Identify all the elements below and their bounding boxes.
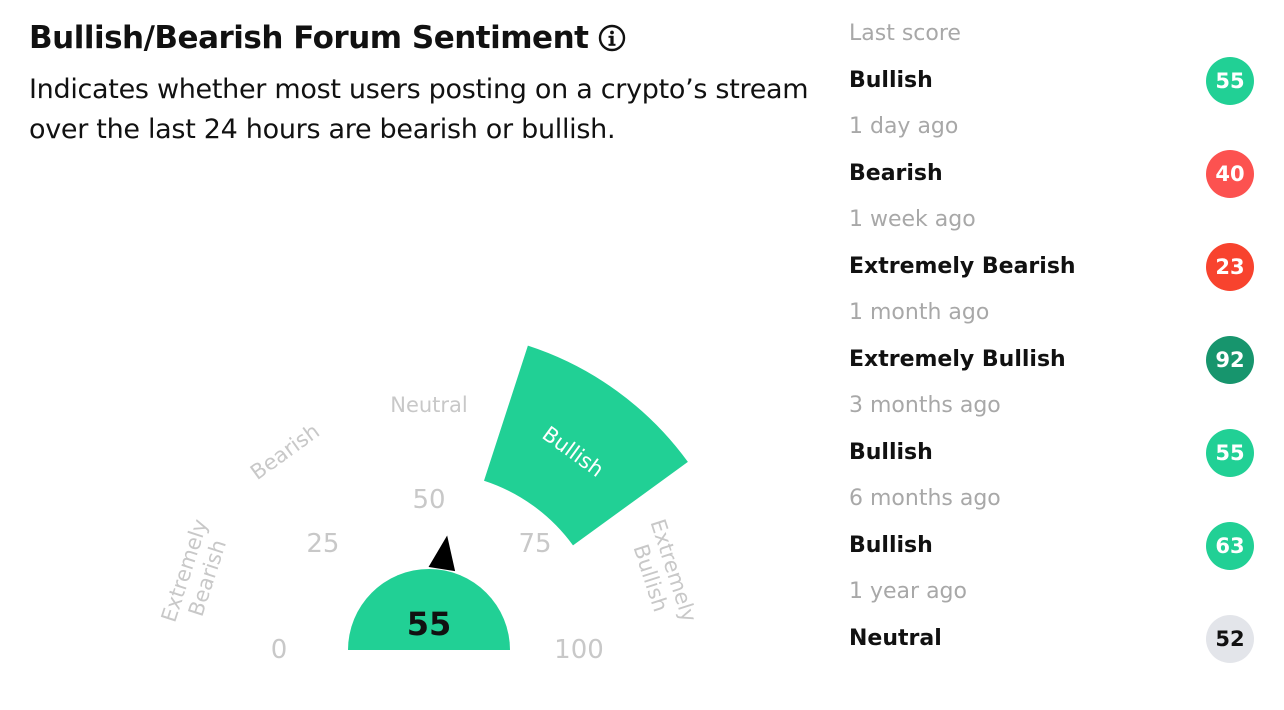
active-zone-segment (484, 345, 688, 546)
score-history-list: Last score Bullish 55 1 day ago Bearish 40 1 w… (849, 17, 1254, 668)
history-label: Bullish (849, 440, 933, 465)
score-badge: 55 (1206, 428, 1254, 477)
score-history: Last score Bullish 55 1 day ago Bearish 40 1 w… (849, 17, 1254, 668)
score-badge: 40 (1206, 149, 1254, 198)
zone-label-line: Neutral (390, 393, 468, 417)
gauge-value: 55 (407, 605, 452, 643)
score-badge: 52 (1206, 614, 1254, 663)
gauge-tick-label: 75 (519, 529, 552, 559)
zone-label: ExtremelyBullish (623, 516, 702, 632)
history-row: Bullish 55 (849, 423, 1254, 482)
widget-title: Bullish/Bearish Forum Sentiment (29, 20, 589, 56)
history-period: 3 months ago (849, 393, 1001, 418)
widget-subtitle: Indicates whether most users posting on … (29, 74, 809, 145)
gauge-hub (348, 569, 510, 650)
score-badge: 23 (1206, 242, 1254, 291)
history-label: Bearish (849, 161, 943, 186)
history-period: 6 months ago (849, 486, 1001, 511)
gauge-tick-label: 25 (306, 529, 339, 559)
zone-label: ExtremelyBearish (157, 516, 236, 632)
history-row: Bearish 40 (849, 144, 1254, 203)
history-row: Extremely Bearish 23 (849, 237, 1254, 296)
history-label: Extremely Bullish (849, 347, 1066, 372)
zone-label: Neutral (390, 393, 468, 417)
history-row: Extremely Bullish 92 (849, 330, 1254, 389)
gauge-tick-label: 50 (412, 485, 445, 515)
history-period: 1 day ago (849, 114, 959, 139)
score-badge: 55 (1206, 56, 1254, 105)
history-row: Bullish 63 (849, 516, 1254, 575)
history-label: Bullish (849, 533, 933, 558)
score-badge: 63 (1206, 521, 1254, 570)
history-row: Neutral 52 (849, 609, 1254, 668)
history-label: Extremely Bearish (849, 254, 1076, 279)
history-period: Last score (849, 21, 961, 46)
history-row: Bullish 55 (849, 51, 1254, 110)
widget-header: Bullish/Bearish Forum Sentiment (29, 20, 626, 56)
sentiment-gauge: ExtremelyBearishBearishNeutralBullishExt… (157, 345, 702, 665)
history-label: Bullish (849, 68, 933, 93)
gauge-tick-label: 100 (554, 635, 604, 665)
history-period: 1 year ago (849, 579, 967, 604)
gauge-needle (424, 529, 459, 575)
gauge-tick-label: 0 (271, 635, 288, 665)
zone-label: Bearish (246, 419, 324, 485)
history-period: 1 month ago (849, 300, 990, 325)
history-label: Neutral (849, 626, 942, 651)
info-icon[interactable] (598, 24, 626, 52)
zone-label-line: Bearish (246, 419, 324, 485)
history-period: 1 week ago (849, 207, 976, 232)
score-badge: 92 (1206, 335, 1254, 384)
